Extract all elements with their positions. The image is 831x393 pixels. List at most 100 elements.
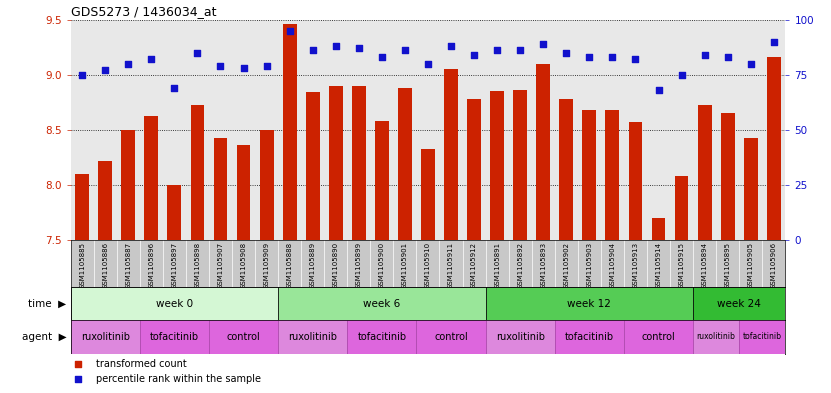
Point [421,61,435,67]
Point [445,43,458,49]
Text: GSM1105910: GSM1105910 [425,242,431,289]
Text: GSM1105915: GSM1105915 [679,242,685,289]
Bar [698,105,711,240]
Text: GSM1105912: GSM1105912 [471,242,477,289]
Bar [693,320,740,354]
Text: GSM1105899: GSM1105899 [356,242,361,289]
Point [260,63,273,69]
Point [329,43,342,49]
Text: GSM1105894: GSM1105894 [701,242,708,289]
Bar [209,320,278,354]
Bar [398,88,412,240]
Text: GSM1105908: GSM1105908 [240,242,247,289]
Point [559,50,573,56]
Point [721,54,735,60]
Point [214,63,227,69]
Text: GSM1105907: GSM1105907 [218,242,224,289]
Point [490,47,504,53]
Text: GSM1105897: GSM1105897 [171,242,177,289]
Text: GSM1105909: GSM1105909 [263,242,269,289]
Point [583,54,596,60]
Text: GSM1105898: GSM1105898 [194,242,200,289]
Point [675,72,688,78]
Text: GSM1105905: GSM1105905 [748,242,754,289]
Point [121,61,135,67]
Bar [237,145,250,240]
Bar [606,110,619,240]
Bar [76,174,89,240]
Text: GSM1105891: GSM1105891 [494,242,500,289]
Point [168,85,181,91]
Text: week 0: week 0 [156,299,193,309]
Bar [485,287,693,320]
Bar [168,185,181,240]
Text: GSM1105896: GSM1105896 [148,242,155,289]
Point [767,39,780,45]
Text: GSM1105913: GSM1105913 [632,242,638,289]
Text: GSM1105900: GSM1105900 [379,242,385,289]
Bar [306,92,320,240]
Text: time  ▶: time ▶ [28,299,66,309]
Bar [278,320,347,354]
Text: GSM1105888: GSM1105888 [287,242,293,289]
Point [606,54,619,60]
Text: week 6: week 6 [363,299,401,309]
Text: GSM1105906: GSM1105906 [771,242,777,289]
Text: ruxolitinib: ruxolitinib [81,332,130,342]
Text: tofacitinib: tofacitinib [150,332,199,342]
Bar [628,122,642,240]
Text: GSM1105903: GSM1105903 [587,242,593,289]
Bar [190,105,204,240]
Text: percentile rank within the sample: percentile rank within the sample [96,374,261,384]
Text: tofacitinib: tofacitinib [357,332,406,342]
Text: ruxolitinib: ruxolitinib [288,332,337,342]
Point [99,67,112,73]
Text: tofacitinib: tofacitinib [743,332,782,342]
Text: transformed count: transformed count [96,358,186,369]
Bar [140,320,209,354]
Bar [583,110,597,240]
Bar [259,130,273,240]
Text: GSM1105885: GSM1105885 [79,242,85,289]
Bar [720,113,735,240]
Bar [744,138,758,240]
Point [71,360,85,367]
Point [376,54,389,60]
Point [76,72,89,78]
Bar [767,57,780,240]
Point [537,41,550,47]
Text: GSM1105901: GSM1105901 [402,242,408,289]
Point [237,65,250,71]
Text: control: control [642,332,676,342]
Text: GSM1105893: GSM1105893 [540,242,546,289]
Point [71,376,85,382]
Bar [467,99,481,240]
Bar [283,24,297,240]
Text: tofacitinib: tofacitinib [565,332,614,342]
Point [352,45,366,51]
Bar [71,287,278,320]
Point [514,47,527,53]
Bar [421,149,435,240]
Text: agent  ▶: agent ▶ [22,332,66,342]
Bar [121,130,135,240]
Text: GSM1105914: GSM1105914 [656,242,661,289]
Text: GSM1105895: GSM1105895 [725,242,730,289]
Bar [485,320,555,354]
Text: GDS5273 / 1436034_at: GDS5273 / 1436034_at [71,6,216,18]
Text: GSM1105892: GSM1105892 [517,242,524,289]
Point [306,47,319,53]
Point [744,61,757,67]
Bar [329,86,342,240]
Text: control: control [434,332,468,342]
Point [629,56,642,62]
Text: GSM1105904: GSM1105904 [609,242,616,289]
Text: GSM1105887: GSM1105887 [125,242,131,289]
Text: control: control [227,332,260,342]
Bar [416,320,485,354]
Bar [278,287,485,320]
Point [283,28,297,34]
Bar [693,287,785,320]
Bar [352,86,366,240]
Point [467,52,480,58]
